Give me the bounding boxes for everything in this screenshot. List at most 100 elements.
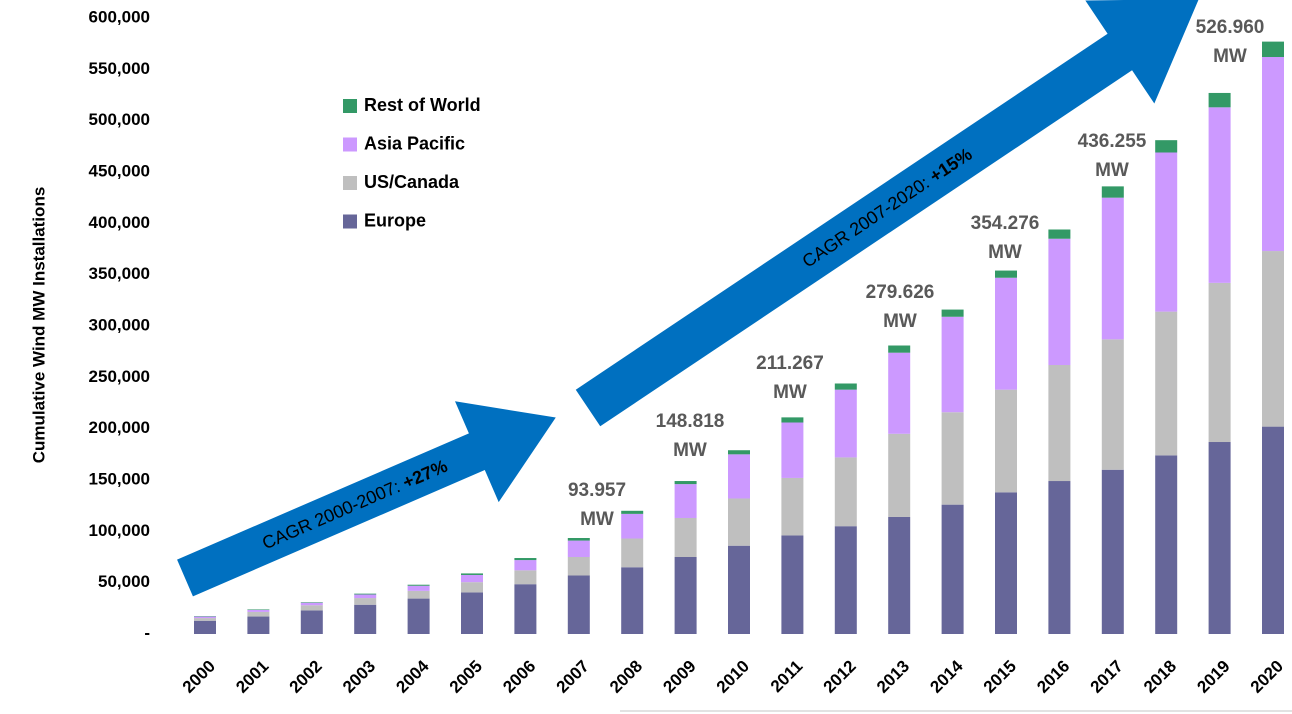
bar-segment [461,592,483,634]
bar-segment [514,570,537,585]
annotation: MW [673,440,707,461]
bar-segment [247,616,270,634]
bar-segment [407,590,430,599]
annotation: MW [1095,160,1129,181]
x-tick-label: 2011 [767,657,807,697]
bar-segment [888,433,911,517]
bar-segment [300,602,323,603]
x-tick-label: 2007 [553,657,593,697]
x-tick-label: 2000 [179,657,219,697]
bar-segment [1155,455,1178,634]
x-tick-label: 2020 [1247,657,1287,697]
bar-segment [461,574,483,583]
bar-segment [621,538,644,568]
x-tick-label: 2014 [926,656,967,697]
x-tick-label: 2006 [499,657,539,697]
bar-segment [1048,238,1071,366]
bar-segment [834,526,857,634]
x-tick-label: 2018 [1140,657,1180,697]
bar-segment [1101,186,1124,198]
annotation: 279.626 [866,282,935,303]
legend-label: Europe [364,210,426,230]
bar-segment [354,604,377,634]
x-tick-label: 2013 [873,657,913,697]
x-tick-label: 2003 [339,657,379,697]
bar-segment [300,610,323,634]
y-tick-label: 200,000 [89,418,150,437]
y-tick-label: 100,000 [89,521,150,540]
bar-segment [194,618,216,621]
bar-segment [247,609,270,612]
bar-segment [567,575,590,634]
bar-segment [995,492,1017,634]
bar-segment [354,594,377,599]
bar-segment [567,557,590,576]
bar-segment [514,558,537,561]
bar-segment [621,510,644,514]
bar-segment [407,598,430,634]
x-tick-label: 2019 [1193,657,1233,697]
x-tick-label: 2012 [820,657,860,697]
x-tick-label: 2004 [392,656,433,697]
bar-segment [1208,92,1231,108]
y-axis-label: Cumulative Wind MW Installations [29,187,48,464]
annotation: MW [580,509,614,530]
bar-segment [1048,481,1071,634]
bar-segment [941,309,964,317]
bar-segment [247,611,270,617]
bar-segment [621,513,644,539]
bar-segment [888,516,911,634]
bar-segment [1262,251,1284,427]
bar-segment [781,477,804,536]
bar-segment [407,584,430,586]
bar-segment [514,560,537,571]
bar-segment [941,504,964,634]
legend-label: Asia Pacific [364,133,465,153]
bar-segment [728,454,750,499]
bar-segment [728,498,750,546]
legend-label: US/Canada [364,172,460,192]
annotation: MW [883,311,917,332]
y-tick-label: 350,000 [89,264,150,283]
bar-segment [461,582,483,593]
annotation: MW [1213,46,1247,67]
bar-segment [407,585,430,591]
x-tick-label: 2008 [606,657,646,697]
arrow-text: CAGR 2000-2007: [259,474,407,553]
bar-segment [1155,152,1178,312]
bar-segment [1262,57,1284,252]
bar-segment [834,457,857,527]
legend-label: Rest of World [364,95,481,115]
x-tick-label: 2001 [232,657,272,697]
y-tick-label: 300,000 [89,315,150,334]
bar-segment [1048,229,1071,239]
x-tick-label: 2002 [286,657,326,697]
bar-segment [194,620,216,634]
bar-segment [888,345,911,353]
arrow-shape [177,401,556,597]
y-tick-label: - [144,623,150,642]
annotation: 211.267 [756,353,824,374]
y-tick-label: 400,000 [89,213,150,232]
bar-segment [1155,140,1178,153]
bar-segment [300,602,323,606]
bar-segment [674,517,697,557]
bar-segment [1101,339,1124,470]
annotation: MW [988,242,1022,263]
bar-segment [888,352,911,434]
annotation: 93.957 [568,480,626,501]
bar-segment [514,584,537,634]
x-tick-label: 2017 [1087,657,1127,697]
bar-segment [1262,41,1284,58]
bar-segment [247,609,270,610]
bar-segment [1208,442,1231,634]
annotation: 148.818 [656,411,725,432]
x-tick-label: 2015 [980,657,1020,697]
y-tick-label: 50,000 [98,572,150,591]
bar-segment [1155,311,1178,456]
legend-swatch [343,176,357,190]
bar-segment [781,535,804,634]
bar-segment [621,567,644,634]
y-tick-label: 250,000 [89,367,150,386]
